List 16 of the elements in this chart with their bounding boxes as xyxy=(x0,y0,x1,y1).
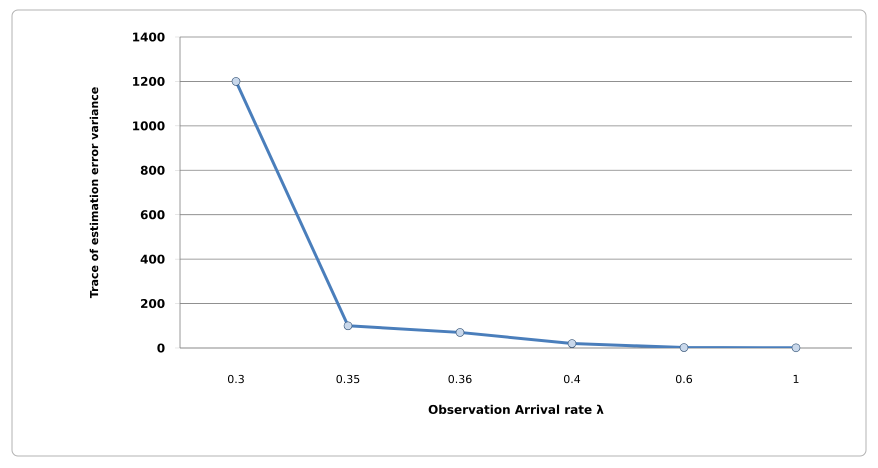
x-tick-label: 0.35 xyxy=(336,374,360,384)
y-tick-label: 600 xyxy=(140,210,165,220)
y-tick-label: 1200 xyxy=(133,76,165,86)
y-tick-label: 0 xyxy=(157,343,165,353)
y-tick-label: 800 xyxy=(140,166,165,175)
x-tick-label: 1 xyxy=(794,374,798,383)
x-tick-label: 0.36 xyxy=(448,374,472,384)
y-axis-title: Trace of estimation error variance xyxy=(90,87,98,298)
x-axis-title: Observation Arrival rate λ xyxy=(428,404,604,414)
x-tick-label: 0.3 xyxy=(228,374,244,384)
y-tick-label: 1400 xyxy=(133,32,165,42)
x-tick-label: 0.6 xyxy=(676,374,692,384)
x-tick-label: 0.4 xyxy=(564,374,580,384)
y-tick-label: 1000 xyxy=(133,121,165,130)
y-tick-label: 400 xyxy=(140,254,165,264)
y-tick-label: 200 xyxy=(141,299,165,308)
